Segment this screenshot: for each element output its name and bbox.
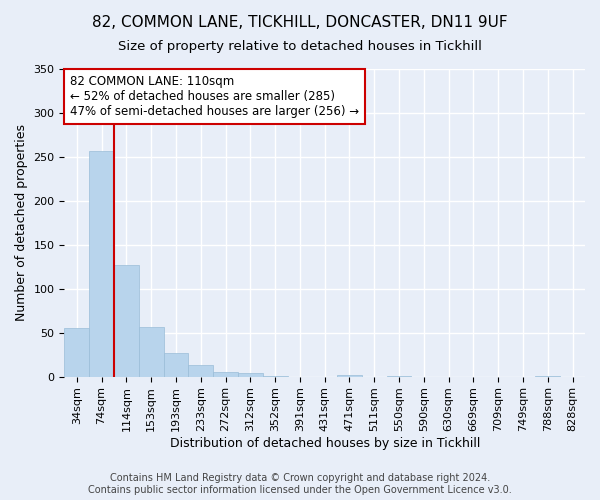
Bar [337,375,362,376]
Text: 82, COMMON LANE, TICKHILL, DONCASTER, DN11 9UF: 82, COMMON LANE, TICKHILL, DONCASTER, DN… [92,15,508,30]
Bar [139,326,164,376]
Bar [238,373,263,376]
Bar [213,372,238,376]
Bar [64,328,89,376]
Text: Size of property relative to detached houses in Tickhill: Size of property relative to detached ho… [118,40,482,53]
Text: 82 COMMON LANE: 110sqm
← 52% of detached houses are smaller (285)
47% of semi-de: 82 COMMON LANE: 110sqm ← 52% of detached… [70,75,359,118]
Y-axis label: Number of detached properties: Number of detached properties [15,124,28,322]
Bar [188,365,213,376]
Bar [114,265,139,376]
Bar [89,150,114,376]
X-axis label: Distribution of detached houses by size in Tickhill: Distribution of detached houses by size … [170,437,480,450]
Text: Contains HM Land Registry data © Crown copyright and database right 2024.
Contai: Contains HM Land Registry data © Crown c… [88,474,512,495]
Bar [164,353,188,376]
